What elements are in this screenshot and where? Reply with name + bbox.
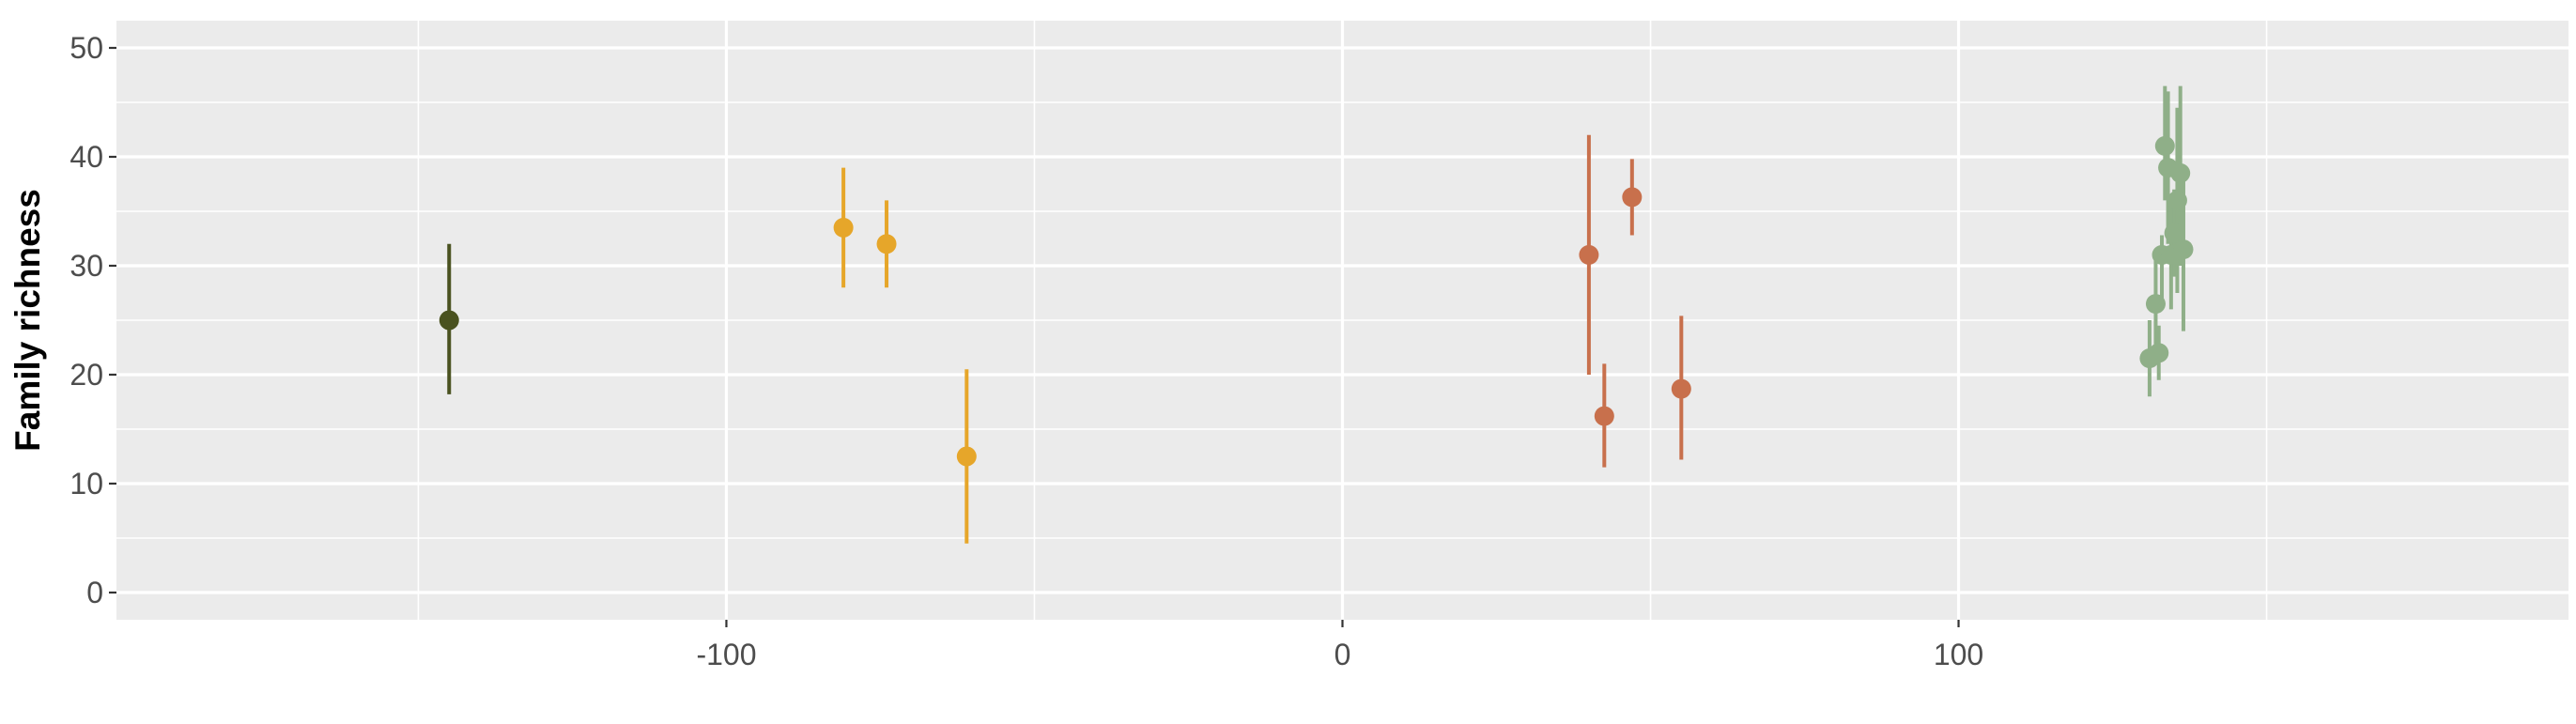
data-point bbox=[1622, 187, 1643, 208]
series-2 bbox=[833, 167, 977, 544]
y-tick-label: 40 bbox=[69, 140, 103, 174]
data-point bbox=[2164, 223, 2184, 243]
data-point bbox=[2170, 162, 2191, 183]
x-tick-label: 100 bbox=[1934, 638, 1983, 671]
data-point bbox=[2149, 343, 2169, 363]
series-4 bbox=[2139, 85, 2194, 397]
y-tick-label: 50 bbox=[69, 31, 103, 65]
x-tick-label: -100 bbox=[696, 638, 756, 671]
data-point bbox=[2154, 135, 2175, 156]
data-point bbox=[439, 310, 459, 331]
series-3 bbox=[1579, 134, 1691, 468]
x-tick-label: 0 bbox=[1334, 638, 1351, 671]
data-point bbox=[2173, 239, 2194, 260]
data-point bbox=[1579, 244, 1599, 265]
series-1 bbox=[439, 243, 459, 394]
data-point bbox=[833, 217, 854, 238]
data-point bbox=[1671, 378, 1691, 399]
y-tick-label: 10 bbox=[69, 467, 103, 501]
y-tick-label: 0 bbox=[86, 576, 103, 609]
data-point bbox=[2145, 294, 2166, 315]
data-point bbox=[2167, 190, 2187, 210]
series-layer bbox=[439, 85, 2194, 544]
data-point bbox=[1594, 406, 1614, 426]
grid-major bbox=[116, 21, 2568, 620]
y-tick-label: 20 bbox=[69, 358, 103, 392]
x-axis: -100 0 100 bbox=[696, 620, 1983, 671]
y-axis-title: Family richness bbox=[8, 189, 47, 452]
y-axis: 0 10 20 30 40 50 bbox=[69, 31, 116, 609]
data-point bbox=[876, 234, 897, 254]
data-point bbox=[956, 446, 977, 467]
y-tick-label: 30 bbox=[69, 249, 103, 283]
